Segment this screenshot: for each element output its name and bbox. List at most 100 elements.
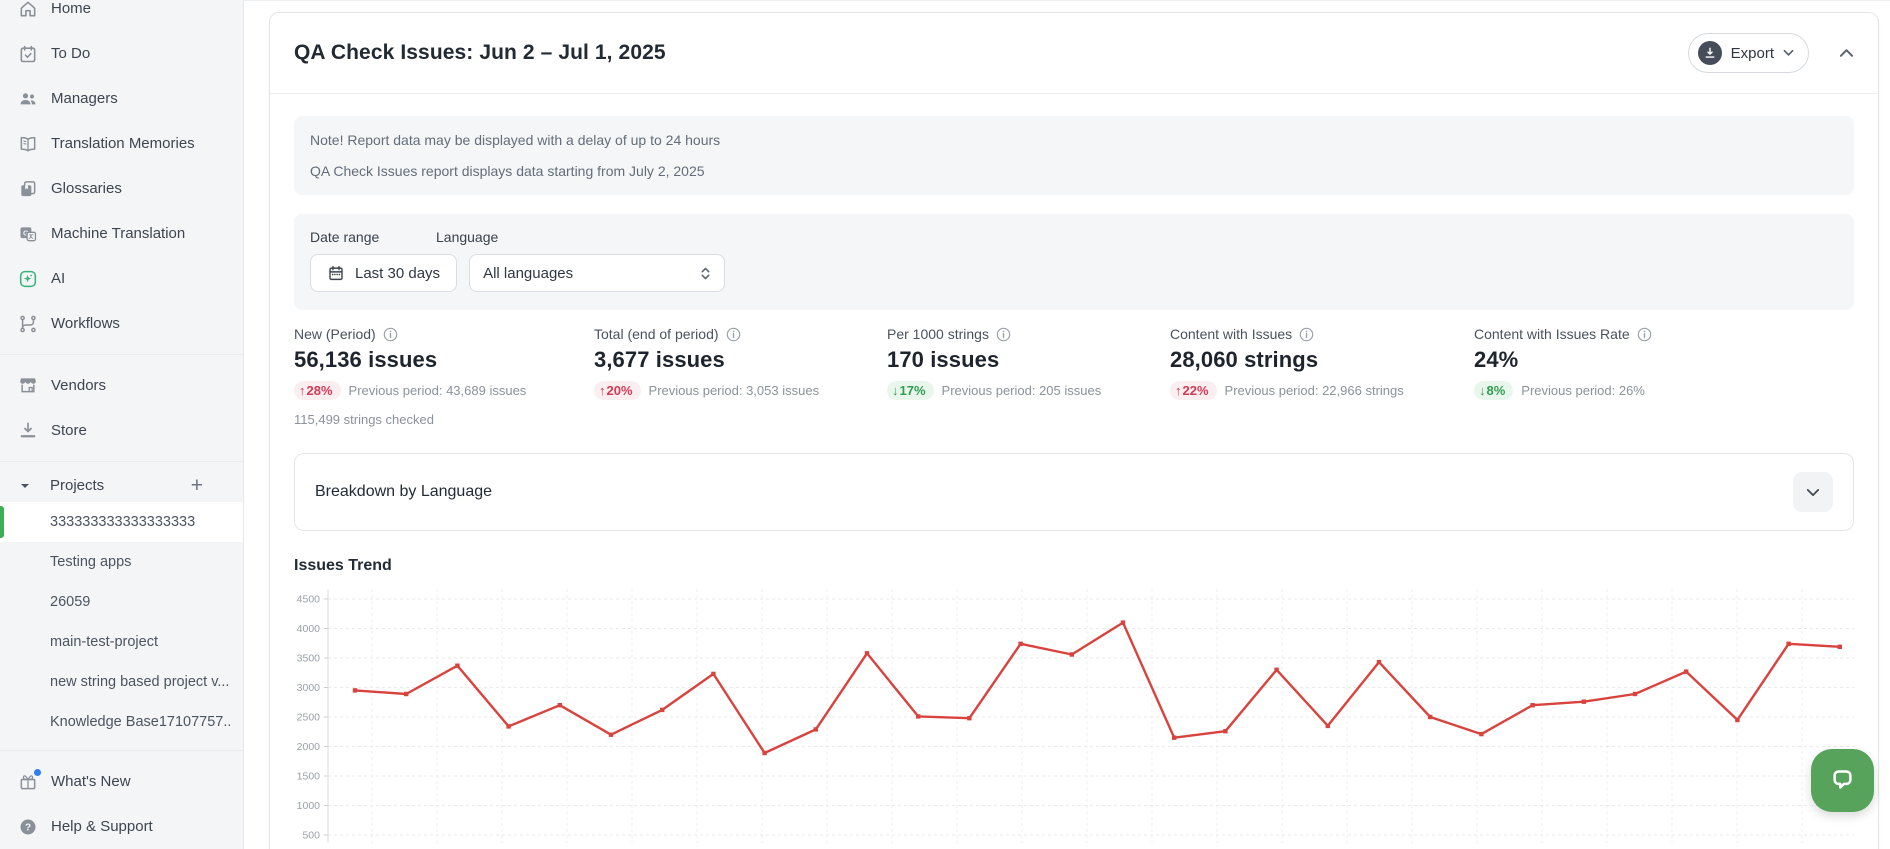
issues-trend-title: Issues Trend [294,557,392,575]
sidebar-divider [0,750,243,751]
sidebar-item-label: Home [51,0,92,17]
change-badge: ↓ 8% [1474,381,1514,401]
language-label: Language [436,229,499,246]
sidebar-item-ai[interactable]: AI [0,256,243,301]
sidebar-item-label: To Do [51,45,91,62]
sidebar-item-label: Vendors [51,376,107,394]
ai-sparkle-icon [18,269,38,289]
svg-text:G: G [23,228,29,237]
sidebar-item-home[interactable]: Home [0,0,243,31]
breakdown-by-language-panel: Breakdown by Language [294,453,1854,532]
previous-period-text: Previous period: 3,053 issues [648,383,820,399]
stat-value: 170 issues [887,347,1000,373]
issues-trend-chart-area: 4500 4000 3500 3000 2500 2000 1500 1000 500 [294,589,1854,848]
add-project-button[interactable]: + [190,474,203,498]
project-item[interactable]: new string based project v... [50,673,230,690]
sidebar-item-label: Managers [51,90,118,107]
info-icon[interactable] [383,327,398,342]
previous-period-text: Previous period: 22,966 strings [1224,383,1404,399]
project-item[interactable]: Testing apps [50,553,132,570]
sidebar-item-label: What's New [51,773,131,790]
notification-dot [34,768,41,776]
info-icon[interactable] [1637,327,1652,342]
svg-text:4000: 4000 [297,623,321,635]
date-range-value: Last 30 days [355,264,441,282]
svg-text:1500: 1500 [297,771,321,783]
caret-down-icon [1783,49,1794,57]
previous-period-text: Previous period: 43,689 issues [348,383,527,399]
export-button[interactable]: Export [1687,33,1809,73]
sidebar-item-store[interactable]: Store [0,408,243,453]
chat-widget-button[interactable] [1811,749,1874,812]
language-value: All languages [483,264,574,282]
stat-content-with-issues-rate: Content with Issues Rate 24% ↓ 8% Previou… [1474,326,1652,427]
stat-new-period: New (Period) 56,136 issues ↑ 28% Previous… [294,326,594,427]
sidebar-item-machine-translation[interactable]: G Machine Translation [0,211,243,256]
language-select[interactable]: All languages [469,254,726,293]
storefront-icon [18,375,38,395]
chat-bubble-icon [1833,770,1852,789]
sidebar-item-label: Translation Memories [51,135,195,152]
project-item[interactable]: 26059 [50,593,91,610]
breakdown-title: Breakdown by Language [315,483,493,501]
unfold-arrows-icon [701,267,710,280]
sidebar-item-vendors[interactable]: Vendors [0,363,243,408]
open-book-icon [18,134,38,154]
machine-translation-icon: G [18,224,38,244]
change-badge: ↓ 17% [887,381,934,401]
sidebar-item-glossaries[interactable]: Glossaries [0,166,243,211]
sidebar-item-managers[interactable]: Managers [0,76,243,121]
stat-per-1000-strings: Per 1000 strings 170 issues ↓ 17% Previou… [887,326,1170,427]
svg-text:?: ? [25,822,31,833]
report-header: QA Check Issues: Jun 2 – Jul 1, 2025 Exp… [270,13,1878,94]
date-range-button[interactable]: Last 30 days [310,254,458,293]
info-icon[interactable] [1299,327,1314,342]
note-line-1: Note! Report data may be displayed with … [310,132,721,148]
managers-users-icon [18,89,38,109]
info-icon[interactable] [726,327,741,342]
workflow-branch-icon [18,314,38,334]
project-item[interactable]: Knowledge Base17107757... [50,713,230,730]
filters-panel: Date range Language Last 30 days All lan… [294,214,1854,311]
sidebar-nav: Home To Do Managers Translation Memories [0,0,243,346]
report-card: QA Check Issues: Jun 2 – Jul 1, 2025 Exp… [269,12,1879,849]
stats-row: New (Period) 56,136 issues ↑ 28% Previous… [294,326,1854,427]
home-icon [18,0,38,19]
sidebar: Home To Do Managers Translation Memories [0,0,244,849]
sidebar-item-label: Help & Support [51,818,153,835]
sidebar-item-label: Machine Translation [51,225,186,242]
whats-new-icon [18,768,41,792]
calendar-icon [329,266,343,281]
download-circle-icon [1697,41,1722,65]
sidebar-item-help-support[interactable]: ? Help & Support [0,804,243,849]
projects-list: 333333333333333333 Testing apps 26059 ma… [0,501,243,742]
sidebar-item-label: AI [51,270,66,287]
chevron-up-icon [1839,49,1854,57]
page-title: QA Check Issues: Jun 2 – Jul 1, 2025 [294,41,666,64]
sidebar-item-workflows[interactable]: Workflows [0,301,243,346]
sidebar-divider [0,460,243,462]
svg-text:1000: 1000 [297,800,321,812]
svg-text:3000: 3000 [297,682,321,694]
todo-calendar-icon [18,44,38,64]
stat-total-end-of-period: Total (end of period) 3,677 issues ↑ 20% … [594,326,887,427]
svg-text:4500: 4500 [297,594,321,606]
previous-period-text: Previous period: 205 issues [941,383,1102,399]
breakdown-expand-button[interactable] [1793,472,1833,513]
caret-down-icon[interactable] [18,479,32,493]
strings-checked-text: 115,499 strings checked [294,412,434,428]
projects-section-header: Projects + [0,470,243,502]
stat-content-with-issues: Content with Issues 28,060 strings ↑ 22% … [1170,326,1474,427]
sidebar-item-translation-memories[interactable]: Translation Memories [0,121,243,166]
info-icon[interactable] [996,327,1011,342]
project-item[interactable]: main-test-project [50,633,158,650]
stat-value: 3,677 issues [594,347,725,373]
sidebar-item-label: Store [51,421,87,439]
collapse-panel-button[interactable] [1839,48,1854,58]
sidebar-item-todo[interactable]: To Do [0,31,243,76]
sidebar-item-whats-new[interactable]: What's New [0,759,243,804]
svg-text:500: 500 [302,830,320,842]
project-item[interactable]: 333333333333333333 [0,501,243,542]
glossaries-books-icon [18,179,38,199]
